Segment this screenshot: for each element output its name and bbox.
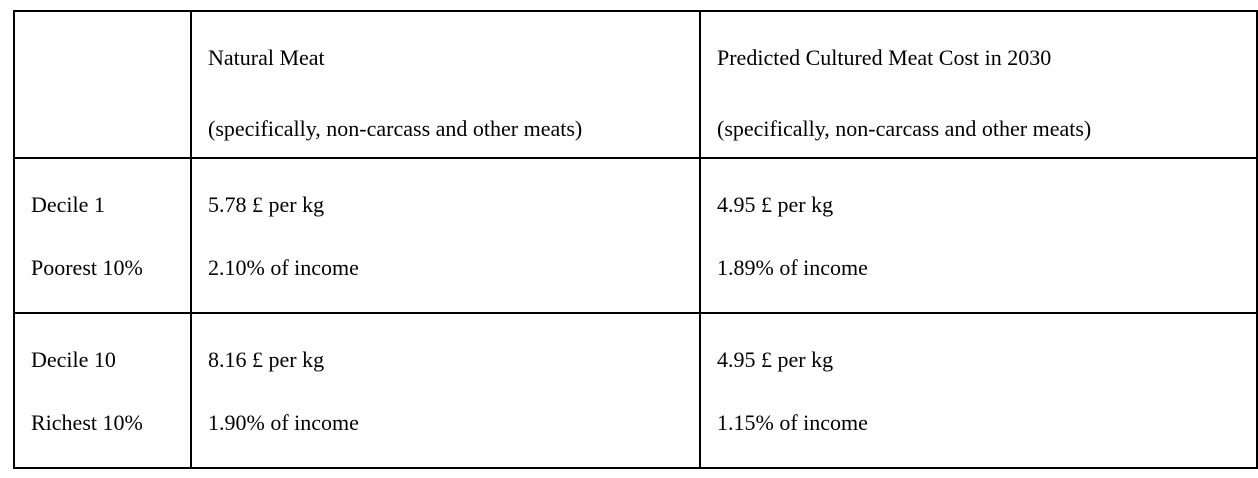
natural-meat-header-title: Natural Meat (208, 45, 325, 70)
meat-cost-comparison-table: Natural Meat (specifically, non-carcass … (13, 10, 1258, 469)
row-label-cell-decile-10: Decile 10 Richest 10% (13, 312, 192, 469)
natural-income-share-value: 2.10% of income (208, 255, 359, 280)
cultured-meat-header-subtitle: (specifically, non-carcass and other mea… (717, 116, 1092, 141)
cultured-meat-cell-decile-1: 4.95 £ per kg 1.89% of income (699, 157, 1258, 314)
natural-price-value: 5.78 £ per kg (208, 192, 325, 217)
cultured-meat-header-cell: Predicted Cultured Meat Cost in 2030 (sp… (699, 10, 1258, 159)
cultured-meat-header-title: Predicted Cultured Meat Cost in 2030 (717, 45, 1052, 70)
natural-income-share-value: 1.90% of income (208, 410, 359, 435)
table-row-decile-10: Decile 10 Richest 10% 8.16 £ per kg 1.90… (13, 312, 1258, 469)
row-label-title: Decile 10 (31, 347, 116, 372)
meat-cost-table-container: Natural Meat (specifically, non-carcass … (13, 10, 1258, 469)
natural-meat-cell-decile-1: 5.78 £ per kg 2.10% of income (190, 157, 701, 314)
natural-meat-header-subtitle: (specifically, non-carcass and other mea… (208, 116, 583, 141)
cultured-price-value: 4.95 £ per kg (717, 192, 834, 217)
header-row: Natural Meat (specifically, non-carcass … (13, 10, 1258, 159)
row-label-subtitle: Richest 10% (31, 410, 143, 435)
row-label-cell-decile-1: Decile 1 Poorest 10% (13, 157, 192, 314)
natural-meat-cell-decile-10: 8.16 £ per kg 1.90% of income (190, 312, 701, 469)
table-row-decile-1: Decile 1 Poorest 10% 5.78 £ per kg 2.10%… (13, 157, 1258, 314)
natural-meat-header-cell: Natural Meat (specifically, non-carcass … (190, 10, 701, 159)
cultured-income-share-value: 1.15% of income (717, 410, 868, 435)
natural-price-value: 8.16 £ per kg (208, 347, 325, 372)
cultured-meat-cell-decile-10: 4.95 £ per kg 1.15% of income (699, 312, 1258, 469)
corner-empty-cell (13, 10, 192, 159)
cultured-income-share-value: 1.89% of income (717, 255, 868, 280)
cultured-price-value: 4.95 £ per kg (717, 347, 834, 372)
row-label-title: Decile 1 (31, 192, 105, 217)
row-label-subtitle: Poorest 10% (31, 255, 143, 280)
